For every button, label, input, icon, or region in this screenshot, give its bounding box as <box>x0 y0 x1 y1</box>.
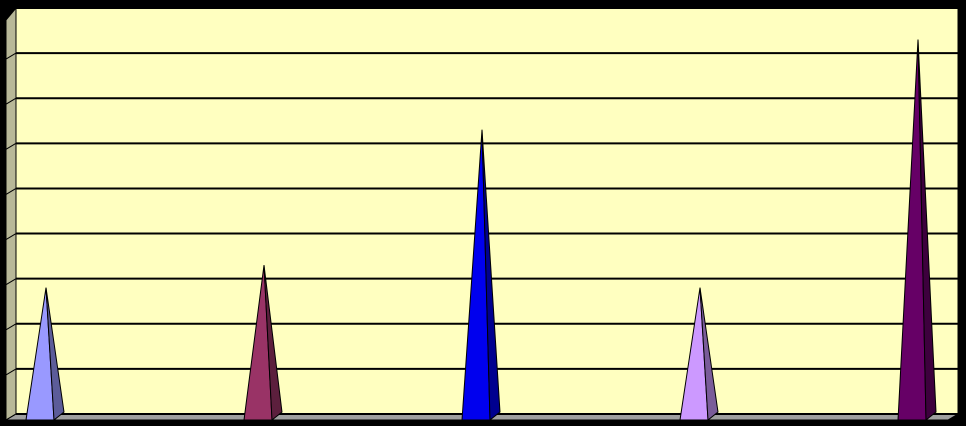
wall-grid-line <box>5 7 17 15</box>
pyramid-side <box>481 129 501 422</box>
wall-grid-line <box>5 413 17 421</box>
pyramid-side <box>699 287 719 421</box>
pyramid-side <box>263 265 283 421</box>
wall-grid-line <box>5 233 17 240</box>
pyramid-side <box>917 39 937 422</box>
wall-grid-line <box>5 278 17 286</box>
wall-grid-line <box>5 52 17 60</box>
wall-grid-line <box>5 368 17 376</box>
wall-grid-line <box>5 323 17 331</box>
wall-grid-line <box>5 97 17 105</box>
wall-grid-line <box>5 188 17 195</box>
pyramid-side <box>45 287 65 421</box>
left-wall <box>5 6 17 421</box>
wall-grid-line <box>5 142 17 150</box>
